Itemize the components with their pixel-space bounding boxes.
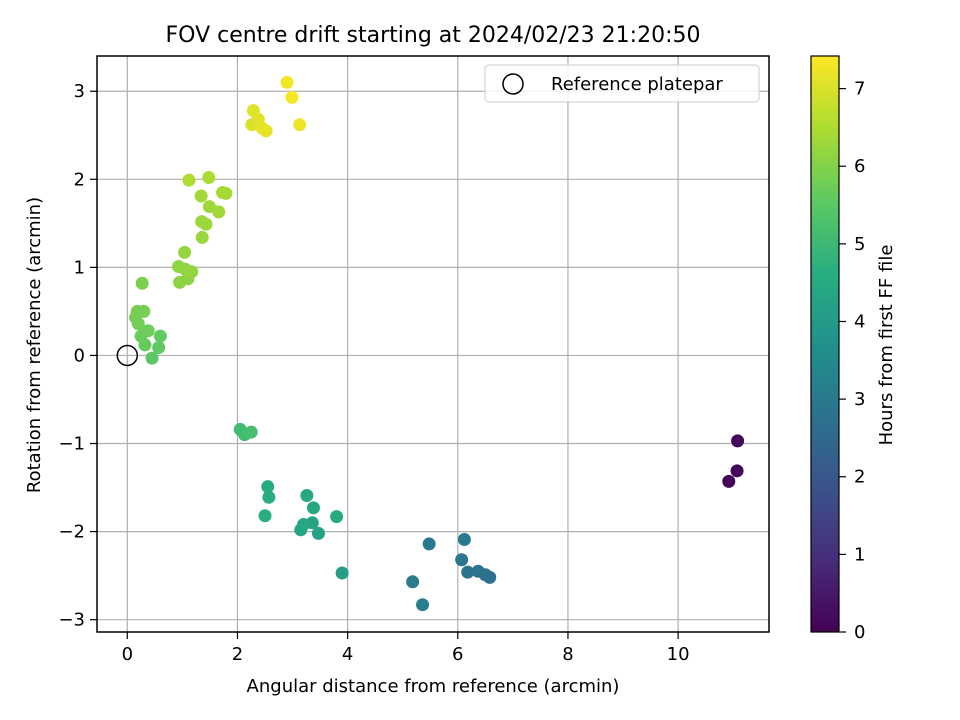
x-tick-label: 8 — [562, 644, 573, 665]
data-point — [311, 526, 325, 540]
data-point — [422, 537, 436, 551]
data-point — [330, 510, 344, 524]
data-point — [244, 425, 258, 439]
colorbar-tick-label: 3 — [854, 389, 865, 410]
data-point — [285, 90, 299, 104]
data-point — [262, 490, 276, 504]
data-point — [471, 564, 485, 578]
x-tick-label: 4 — [342, 644, 353, 665]
legend: Reference platepar — [484, 64, 760, 103]
data-point — [182, 173, 196, 187]
data-point — [306, 501, 320, 515]
grid-lines — [97, 56, 769, 632]
data-point — [195, 230, 209, 244]
x-tick-label: 0 — [122, 644, 133, 665]
colorbar-tick-label: 0 — [854, 622, 865, 643]
data-point — [259, 124, 273, 138]
data-point — [145, 351, 159, 365]
x-tick-label: 6 — [452, 644, 463, 665]
data-point — [212, 205, 226, 219]
data-point — [457, 533, 471, 547]
y-tick-label: 1 — [74, 257, 85, 278]
data-point — [153, 329, 167, 343]
data-point — [730, 464, 744, 478]
x-tick-label: 2 — [232, 644, 243, 665]
plot-frame — [96, 55, 770, 633]
colorbar-tick-label: 5 — [854, 234, 865, 255]
data-point — [461, 565, 475, 579]
data-point — [261, 480, 275, 494]
y-tick-label: 3 — [74, 81, 85, 102]
data-point — [185, 265, 199, 279]
data-point — [152, 341, 166, 355]
data-point — [335, 566, 349, 580]
legend-label: Reference platepar — [551, 74, 723, 95]
data-point — [258, 509, 272, 523]
legend-marker-icon — [502, 73, 524, 95]
colorbar-label: Hours from first FF file — [876, 245, 897, 446]
data-point — [178, 245, 192, 259]
data-point — [293, 118, 307, 132]
data-point — [731, 434, 745, 448]
data-points — [129, 75, 745, 612]
reference-marker — [116, 344, 139, 367]
y-tick-label: −2 — [58, 522, 85, 543]
data-point — [280, 75, 294, 89]
y-tick-label: 2 — [74, 169, 85, 190]
data-point — [135, 276, 149, 290]
data-point — [297, 518, 311, 532]
data-point — [406, 575, 420, 589]
y-tick-label: 0 — [74, 345, 85, 366]
colorbar-tick-label: 7 — [854, 79, 865, 100]
x-axis-label: Angular distance from reference (arcmin) — [247, 676, 620, 697]
x-tick-label: 10 — [667, 644, 690, 665]
data-point — [219, 186, 233, 200]
y-axis-label: Rotation from reference (arcmin) — [24, 197, 45, 493]
data-point — [300, 488, 314, 502]
data-point — [194, 189, 208, 203]
colorbar — [810, 55, 840, 633]
data-point — [137, 304, 151, 318]
data-point — [455, 553, 469, 567]
data-point — [722, 474, 736, 488]
colorbar-tick-label: 4 — [854, 311, 865, 332]
colorbar-ticks: 0 1 2 3 4 5 6 7 — [839, 79, 865, 643]
colorbar-tick-label: 1 — [854, 544, 865, 565]
data-point — [416, 598, 430, 612]
y-tick-label: −3 — [58, 610, 85, 631]
chart-title: FOV centre drift starting at 2024/02/23 … — [166, 23, 701, 48]
data-point — [141, 324, 155, 338]
colorbar-tick-label: 6 — [854, 156, 865, 177]
legend-box — [484, 64, 760, 103]
data-point — [199, 217, 213, 231]
x-axis-ticks: 0 2 4 6 8 10 — [122, 632, 690, 665]
y-tick-label: −1 — [58, 434, 85, 455]
data-point — [202, 171, 216, 185]
y-axis-ticks: −3 −2 −1 0 1 2 3 — [58, 81, 97, 631]
colorbar-tick-label: 2 — [854, 467, 865, 488]
